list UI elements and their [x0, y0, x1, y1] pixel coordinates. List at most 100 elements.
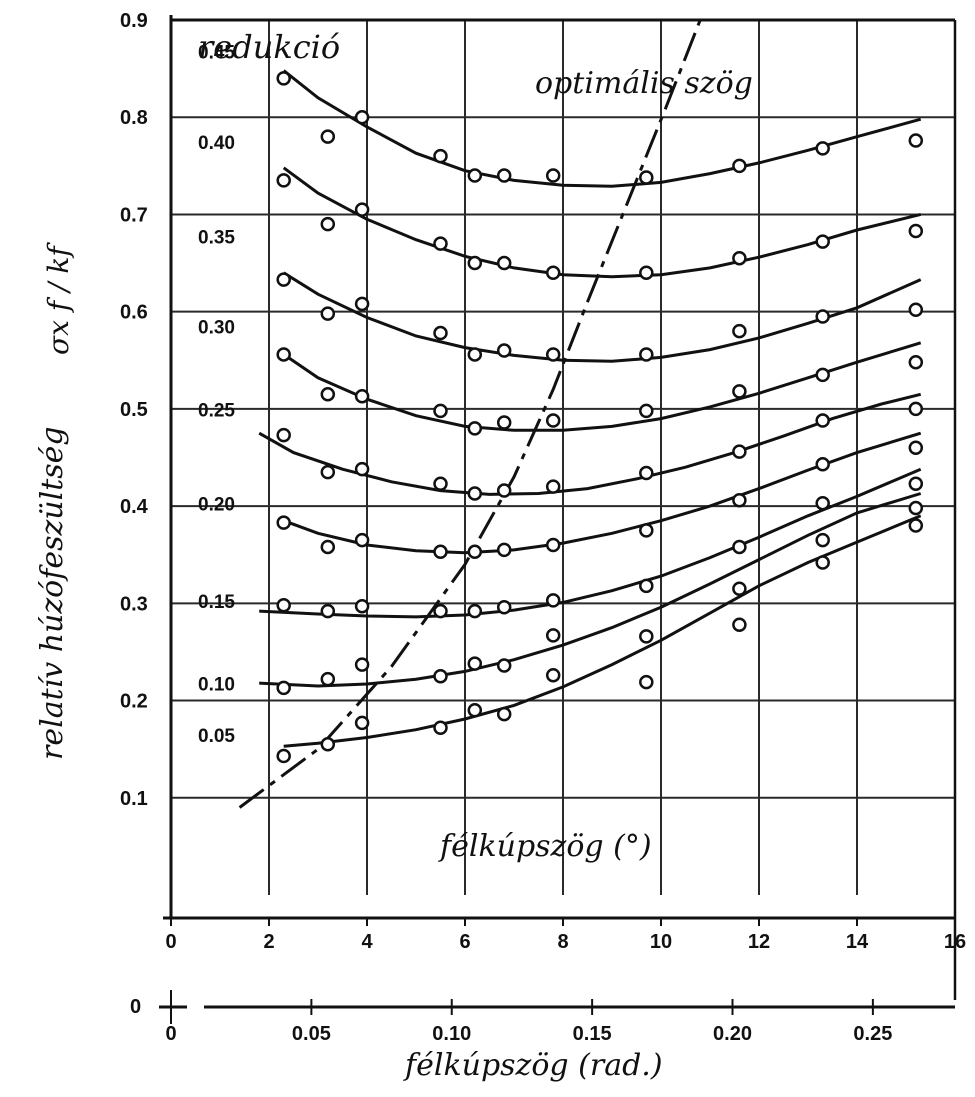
- series-curve-0.20: [283, 431, 922, 555]
- x-tick-label-deg: 6: [459, 931, 470, 953]
- data-point-0.40: [908, 223, 924, 239]
- data-point-0.20: [320, 539, 336, 555]
- data-point-0.35: [815, 309, 830, 324]
- data-point-0.35: [467, 347, 483, 362]
- data-point-0.40: [639, 265, 654, 281]
- data-point-0.20: [815, 457, 830, 472]
- x-tick-label-rad: 0.05: [292, 1023, 331, 1045]
- series-curve-0.35: [282, 271, 922, 363]
- data-point-0.15: [639, 578, 654, 594]
- series-label-0.15: 0.15: [198, 592, 235, 613]
- data-point-0.05: [732, 617, 747, 632]
- series-label-0.35: 0.35: [198, 227, 235, 248]
- data-point-0.40: [467, 255, 483, 271]
- data-point-0.15: [496, 599, 512, 615]
- series-curves: [258, 69, 922, 748]
- y-tick-label: 0.3: [120, 593, 148, 615]
- data-point-0.25: [639, 465, 654, 481]
- data-point-0.30: [467, 421, 483, 436]
- data-point-0.40: [545, 265, 561, 281]
- data-point-0.15: [320, 603, 336, 619]
- data-point-0.35: [545, 347, 561, 362]
- x-tick-label-rad: 0: [165, 1023, 176, 1045]
- optimal-angle-annotation: optimális szög: [535, 66, 753, 101]
- y-tick-label: 0.9: [120, 10, 148, 32]
- x-tick-label-deg: 14: [846, 931, 869, 953]
- y-tick-label: 0.5: [120, 399, 148, 421]
- y-tick-label: 0.7: [120, 204, 148, 226]
- data-point-0.10: [496, 658, 512, 673]
- x-tick-label-deg: 4: [361, 931, 373, 953]
- data-point-0.30: [639, 403, 654, 419]
- data-point-0.15: [908, 476, 924, 491]
- data-point-0.30: [908, 354, 924, 370]
- data-point-0.10: [545, 628, 561, 643]
- data-point-0.25: [732, 444, 747, 459]
- data-point-0.20: [433, 544, 448, 560]
- data-point-0.10: [908, 500, 924, 516]
- data-point-0.10: [467, 656, 483, 671]
- x-tick-label-rad: 0.15: [573, 1023, 612, 1045]
- series-label-0.40: 0.40: [198, 133, 235, 154]
- grid: [171, 19, 956, 895]
- data-point-0.15: [467, 603, 483, 619]
- data-point-0.20: [545, 537, 561, 553]
- x-tick-label-rad: 0.10: [432, 1023, 471, 1045]
- data-point-0.45: [732, 158, 747, 174]
- data-point-0.30: [496, 415, 512, 430]
- data-point-0.20: [908, 440, 924, 456]
- y-tick-label: 0.4: [120, 496, 149, 518]
- data-point-0.15: [545, 593, 561, 608]
- data-point-0.40: [320, 216, 336, 232]
- data-point-0.40: [354, 202, 370, 217]
- data-point-0.45: [639, 170, 654, 185]
- data-point-0.10: [815, 532, 830, 548]
- data-point-0.45: [433, 148, 448, 164]
- x-tick-label-rad: 0.20: [713, 1023, 752, 1045]
- series-curve-0.30: [282, 341, 922, 432]
- data-point-0.35: [433, 325, 448, 341]
- x-tick-label-rad: 0.25: [853, 1023, 892, 1045]
- data-point-0.35: [639, 347, 654, 362]
- y-tick-label: 0.8: [120, 107, 148, 129]
- data-point-0.30: [354, 389, 370, 404]
- y-tick-label: 0: [130, 996, 141, 1018]
- data-point-0.40: [496, 255, 512, 271]
- data-point-0.20: [732, 493, 747, 508]
- y-axis-title: relatív húzófeszültség: [35, 426, 70, 760]
- data-point-0.35: [908, 302, 924, 317]
- series-label-0.25: 0.25: [198, 400, 235, 421]
- x-tick-label-deg: 2: [263, 931, 274, 953]
- series-label-0.20: 0.20: [198, 495, 235, 516]
- y-tick-label: 0.2: [120, 691, 148, 713]
- data-point-0.05: [639, 674, 654, 690]
- data-point-0.05: [467, 703, 483, 718]
- x-tick-label-deg: 8: [557, 931, 568, 953]
- data-point-0.25: [467, 486, 483, 501]
- y-tick-label: 0.1: [120, 788, 148, 810]
- data-point-0.35: [276, 272, 291, 287]
- data-point-0.40: [815, 234, 830, 249]
- y-axis-formula: σx f / kf: [42, 242, 75, 355]
- data-point-0.15: [276, 598, 291, 613]
- data-point-0.20: [496, 542, 512, 558]
- data-point-0.15: [732, 539, 747, 555]
- data-point-0.45: [496, 168, 512, 183]
- data-point-0.20: [354, 532, 370, 548]
- data-point-0.25: [545, 479, 561, 494]
- data-point-0.10: [639, 629, 654, 644]
- series-labels: 0.45 0.40 0.35 0.30 0.25 0.20 0.15 0.10 0.05: [198, 43, 235, 747]
- x-tick-label-deg: 0: [165, 931, 176, 953]
- y-tick-label: 0.6: [120, 302, 148, 324]
- x-tick-label-deg: 16: [944, 931, 966, 953]
- data-point-0.10: [276, 680, 291, 696]
- series-label-0.45: 0.45: [198, 43, 235, 64]
- data-point-0.25: [496, 483, 512, 498]
- data-point-0.30: [276, 347, 291, 362]
- data-point-0.15: [815, 495, 830, 511]
- series-curve-0.45: [282, 69, 922, 188]
- data-point-0.25: [354, 461, 370, 477]
- data-point-0.10: [320, 671, 336, 687]
- data-points: [276, 71, 924, 764]
- series-curve-0.10: [259, 492, 922, 688]
